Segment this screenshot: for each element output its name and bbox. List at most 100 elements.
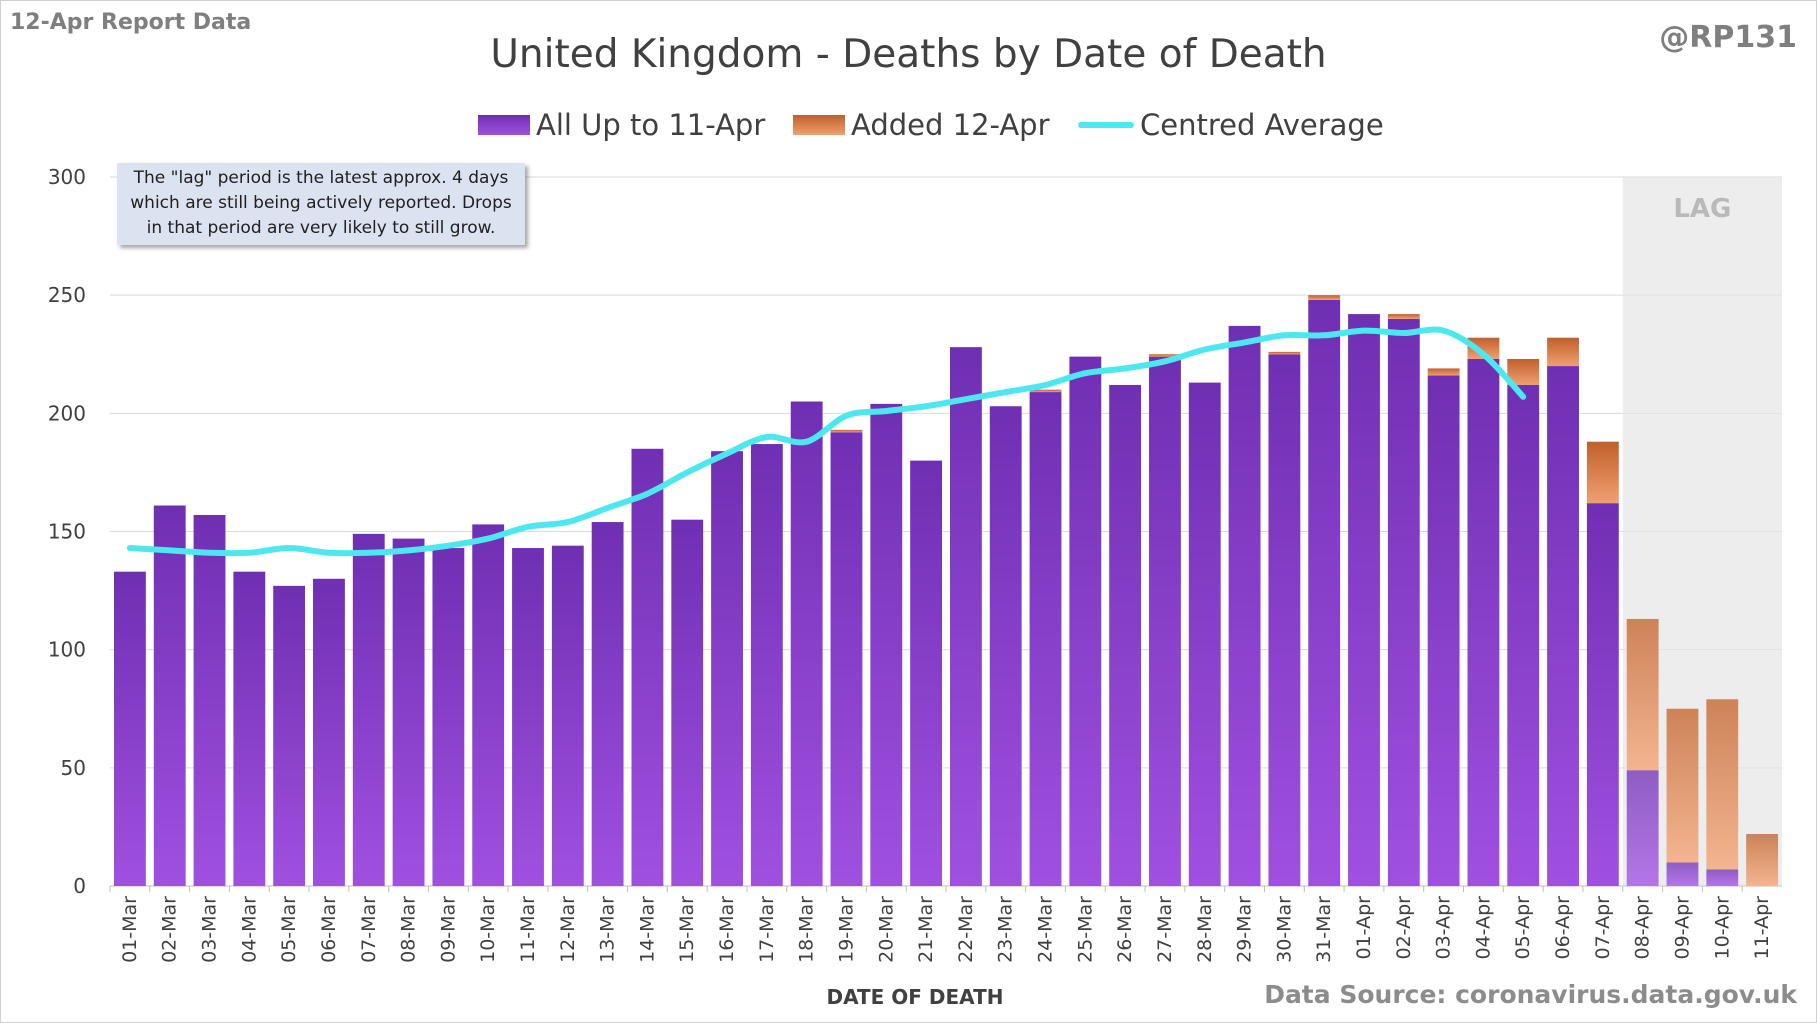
bar-all-up-to-11-apr [591,522,624,886]
bar-all-up-to-11-apr [1626,770,1659,886]
bar-all-up-to-11-apr [790,401,823,886]
bar-all-up-to-11-apr [910,460,943,886]
bar-added-12-apr [1149,354,1181,357]
bar-added-12-apr [1029,389,1062,393]
x-tick-label: 16-Mar [716,896,738,963]
bar-all-up-to-11-apr [671,519,704,886]
bar-all-up-to-11-apr [631,448,664,886]
y-tick-label: 300 [48,165,86,189]
legend-label: All Up to 11-Apr [536,108,766,142]
x-tick-label: 06-Apr [1552,896,1574,960]
x-tick-label: 12-Mar [557,896,579,963]
y-tick-label: 100 [48,638,86,662]
bar-all-up-to-11-apr [750,444,783,886]
bar-added-12-apr [1387,314,1420,319]
bar-all-up-to-11-apr [1547,366,1579,887]
bar-all-up-to-11-apr [1666,862,1699,886]
bar-all-up-to-11-apr [1427,375,1460,886]
x-tick-label: 26-Mar [1114,896,1136,963]
legend-item-all-up-to-11-apr: All Up to 11-Apr [478,108,765,142]
bar-added-12-apr [1308,295,1341,300]
x-tick-label: 07-Mar [358,896,380,963]
bar-all-up-to-11-apr [1467,358,1500,886]
lag-overlay [1622,177,1782,886]
x-tick-label: 04-Apr [1472,896,1494,960]
x-tick-label: 11-Mar [517,896,539,963]
bar-added-12-apr [1427,368,1460,376]
bar-all-up-to-11-apr [1268,354,1301,886]
x-tick-label: 22-Mar [955,896,977,963]
x-tick-label: 04-Mar [238,896,260,963]
x-tick-label: 23-Mar [995,896,1017,963]
x-tick-label: 28-Mar [1194,896,1216,963]
x-tick-label: 31-Mar [1313,896,1335,963]
lag-note-box: The "lag" period is the latest approx. 4… [117,163,525,245]
x-tick-label: 06-Mar [318,896,340,963]
x-tick-label: 15-Mar [676,896,698,963]
bar-added-12-apr [1268,351,1301,355]
legend-item-added-12-apr: Added 12-Apr [793,108,1050,142]
x-tick-label: 13-Mar [597,896,619,963]
bar-added-12-apr [1746,834,1779,886]
x-tick-label: 21-Mar [915,896,937,963]
y-tick-label: 150 [48,520,86,544]
bar-all-up-to-11-apr [1109,384,1142,886]
legend-label: Centred Average [1140,108,1384,142]
x-tick-label: 25-Mar [1074,896,1096,963]
chart-title: United Kingdom - Deaths by Date of Death [490,32,1327,77]
bar-all-up-to-11-apr [153,505,186,886]
x-tick-label: 14-Mar [636,896,658,963]
bar-all-up-to-11-apr [1586,503,1619,886]
x-tick-label: 27-Mar [1154,896,1176,963]
x-tick-label: 08-Apr [1632,896,1654,960]
centred-average-line [126,326,1527,557]
bar-added-12-apr [1706,699,1739,870]
x-tick-label: 29-Mar [1234,896,1256,963]
x-tick-label: 03-Apr [1433,896,1455,960]
bar-all-up-to-11-apr [1069,356,1102,886]
bar-added-12-apr [1467,337,1500,359]
bar-all-up-to-11-apr [193,514,226,886]
legend-swatch-orange [793,115,845,135]
bar-all-up-to-11-apr [1348,314,1380,886]
bar-all-up-to-11-apr [989,406,1022,886]
x-tick-label: 05-Apr [1512,896,1534,960]
x-tick-label: 11-Apr [1751,896,1773,960]
bar-all-up-to-11-apr [313,578,345,886]
x-tick-label: 01-Mar [119,896,141,963]
y-tick-label: 0 [73,874,86,898]
bar-all-up-to-11-apr [1387,318,1420,886]
bar-all-up-to-11-apr [352,533,385,886]
legend-label: Added 12-Apr [851,108,1050,142]
x-tick-label: 02-Mar [159,896,181,963]
x-tick-label: 03-Mar [199,896,221,963]
bar-all-up-to-11-apr [1188,382,1221,886]
x-tick-label: 05-Mar [278,896,300,963]
y-tick-label: 50 [61,756,86,780]
bar-all-up-to-11-apr [432,548,465,886]
note-line-1: The "lag" period is the latest approx. 4… [133,168,509,188]
bar-all-up-to-11-apr [1149,356,1181,886]
bar-all-up-to-11-apr [392,538,425,886]
bar-all-up-to-11-apr [830,432,863,886]
bar-all-up-to-11-apr [1308,299,1341,887]
x-tick-label: 17-Mar [756,896,778,963]
bar-all-up-to-11-apr [1706,869,1739,886]
x-tick-label: 07-Apr [1592,896,1614,960]
bar-added-12-apr [1547,337,1579,367]
x-axis-label: DATE OF DEATH [826,985,1004,1009]
bar-all-up-to-11-apr [273,585,306,886]
bar-all-up-to-11-apr [113,571,146,886]
legend-item-centred-average: Centred Average [1078,108,1384,142]
x-tick-label: 24-Mar [1035,896,1057,963]
x-tick-label: 10-Apr [1711,896,1733,960]
bar-all-up-to-11-apr [233,571,266,886]
note-line-2: which are still being actively reported.… [130,193,512,213]
y-tick-label: 200 [48,401,86,425]
legend-line-cyan [1078,122,1134,128]
bar-all-up-to-11-apr [472,524,505,886]
lag-label: LAG [1673,194,1731,224]
data-source: Data Source: coronavirus.data.gov.uk [1264,980,1797,1009]
x-tick-label: 09-Mar [437,896,459,963]
bar-all-up-to-11-apr [711,451,743,886]
